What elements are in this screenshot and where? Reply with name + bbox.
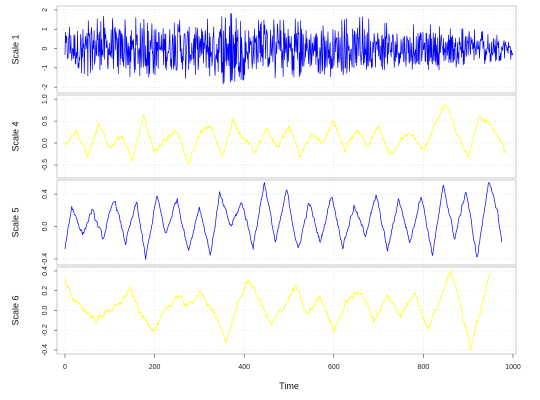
- y-tick-label: 1.0: [42, 94, 49, 104]
- y-tick-label: 0.4: [42, 189, 49, 199]
- x-tick-label: 600: [328, 364, 340, 371]
- y-tick-label: -0.5: [42, 159, 49, 171]
- y-tick-label: 0.2: [42, 286, 49, 296]
- y-tick-label: 1: [42, 27, 49, 31]
- panel-frame: [56, 179, 517, 266]
- series-line: [64, 182, 503, 260]
- series-line: [64, 13, 514, 85]
- y-tick-label: 2: [42, 8, 49, 12]
- y-tick-label: -2: [42, 84, 49, 90]
- panel-4: -0.4 -0.2 0.0 0.2 0.4 Scale 6: [10, 266, 517, 356]
- panel-frame: [56, 94, 517, 179]
- y-tick-label: 0: [42, 46, 49, 50]
- y-axis-title: Scale 6: [10, 295, 20, 325]
- y-tick-label: 0.0: [42, 222, 49, 232]
- x-axis-title: Time: [279, 381, 299, 391]
- panel-3: -0.4 0.0 0.4 Scale 5: [10, 179, 517, 266]
- y-tick-label: -0.4: [42, 344, 49, 356]
- x-tick-label: 200: [149, 364, 161, 371]
- x-tick-label: 800: [418, 364, 430, 371]
- y-axis-title: Scale 1: [10, 34, 20, 64]
- series-line: [64, 270, 491, 351]
- x-axis: 0 200 400 600 800 1000: [63, 354, 521, 371]
- y-tick-label: -0.4: [42, 253, 49, 265]
- series-line: [64, 104, 507, 165]
- x-tick-label: 1000: [505, 364, 521, 371]
- y-tick-label: 0.0: [42, 138, 49, 148]
- y-tick-label: 0.0: [42, 306, 49, 316]
- y-axis-title: Scale 4: [10, 121, 20, 151]
- y-axis-title: Scale 5: [10, 207, 20, 237]
- y-tick-label: -0.2: [42, 324, 49, 336]
- y-tick-label: 0.4: [42, 266, 49, 276]
- x-tick-label: 400: [238, 364, 250, 371]
- panel-1: -2 -1 0 1 2 Scale 1: [10, 5, 517, 94]
- y-tick-label: -1: [42, 65, 49, 71]
- panel-frame: [56, 266, 517, 355]
- x-tick-label: 0: [63, 364, 67, 371]
- panel-2: -0.5 0.0 0.5 1.0 Scale 4: [10, 94, 517, 179]
- y-tick-label: 0.5: [42, 116, 49, 126]
